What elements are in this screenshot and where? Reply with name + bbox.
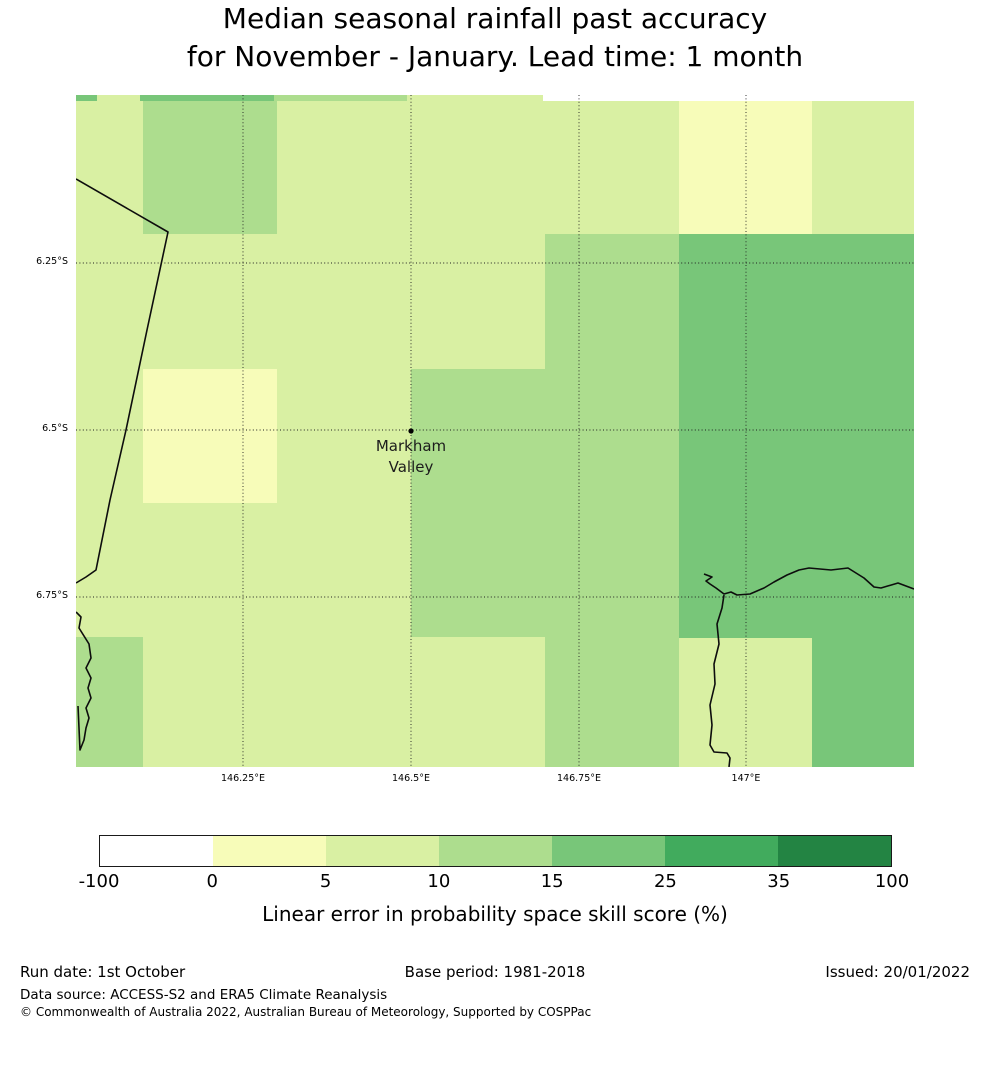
colorbar-caption: Linear error in probability space skill … — [262, 902, 728, 926]
colorbar-segment — [100, 836, 213, 866]
colorbar-tick-label: -100 — [78, 871, 120, 892]
x-tick-label: 146.25°E — [221, 773, 265, 784]
heatmap-cell — [140, 95, 274, 101]
chart-title-line2: for November - January. Lead time: 1 mon… — [186, 40, 804, 73]
run-date-text: Run date: 1st October — [20, 963, 186, 981]
map-overlay-svg — [76, 95, 914, 767]
x-tick-label: 147°E — [731, 773, 761, 784]
heatmap-cells-layer — [76, 95, 914, 767]
colorbar-tick-label: 25 — [653, 871, 677, 892]
coastline — [76, 178, 169, 584]
heatmap-cell — [411, 369, 545, 637]
place-marker-dot — [408, 428, 414, 434]
heatmap-cell — [76, 637, 143, 767]
heatmap-cell — [812, 637, 914, 767]
colorbar-tick-label: 0 — [206, 871, 218, 892]
colorbar-segment — [439, 836, 552, 866]
coastline — [709, 594, 731, 767]
heatmap-cell — [679, 101, 812, 234]
colorbar-segment — [665, 836, 778, 866]
heatmap-cell — [76, 95, 97, 101]
chart-title: Median seasonal rainfall past accuracy f… — [0, 0, 990, 76]
colorbar-segment — [778, 836, 891, 866]
x-tick-label: 146.75°E — [557, 773, 601, 784]
colorbar-segment — [213, 836, 326, 866]
coastline — [703, 567, 914, 596]
colorbar-segment — [326, 836, 439, 866]
heatmap-cell — [143, 101, 277, 234]
coastline — [76, 611, 92, 751]
map-plot-area: Markham Valley — [76, 95, 914, 767]
heatmap-cell — [143, 369, 277, 503]
base-period-text: Base period: 1981-2018 — [404, 963, 586, 981]
heatmap-cell — [545, 234, 679, 767]
colorbar-tick-label: 100 — [874, 871, 910, 892]
colorbar-tick-label: 15 — [540, 871, 564, 892]
y-tick-label: 6.25°S — [36, 256, 68, 267]
data-source-text: Data source: ACCESS-S2 and ERA5 Climate … — [20, 987, 388, 1003]
colorbar-tick-label: 5 — [319, 871, 332, 892]
y-tick-label: 6.75°S — [36, 590, 68, 601]
colorbar — [99, 835, 892, 867]
place-label-valley: Valley — [388, 458, 434, 476]
issued-text: Issued: 20/01/2022 — [825, 963, 970, 981]
x-tick-label: 146.5°E — [392, 773, 430, 784]
copyright-text: © Commonwealth of Australia 2022, Austra… — [20, 1005, 592, 1019]
heatmap-cell — [274, 95, 407, 101]
heatmap-cell — [543, 95, 914, 101]
colorbar-tick-label: 10 — [427, 871, 451, 892]
colorbar-tick-label: 35 — [767, 871, 791, 892]
chart-title-line1: Median seasonal rainfall past accuracy — [222, 2, 768, 35]
place-label-markham: Markham — [375, 437, 447, 455]
y-tick-label: 6.5°S — [42, 423, 68, 434]
colorbar-segment — [552, 836, 665, 866]
